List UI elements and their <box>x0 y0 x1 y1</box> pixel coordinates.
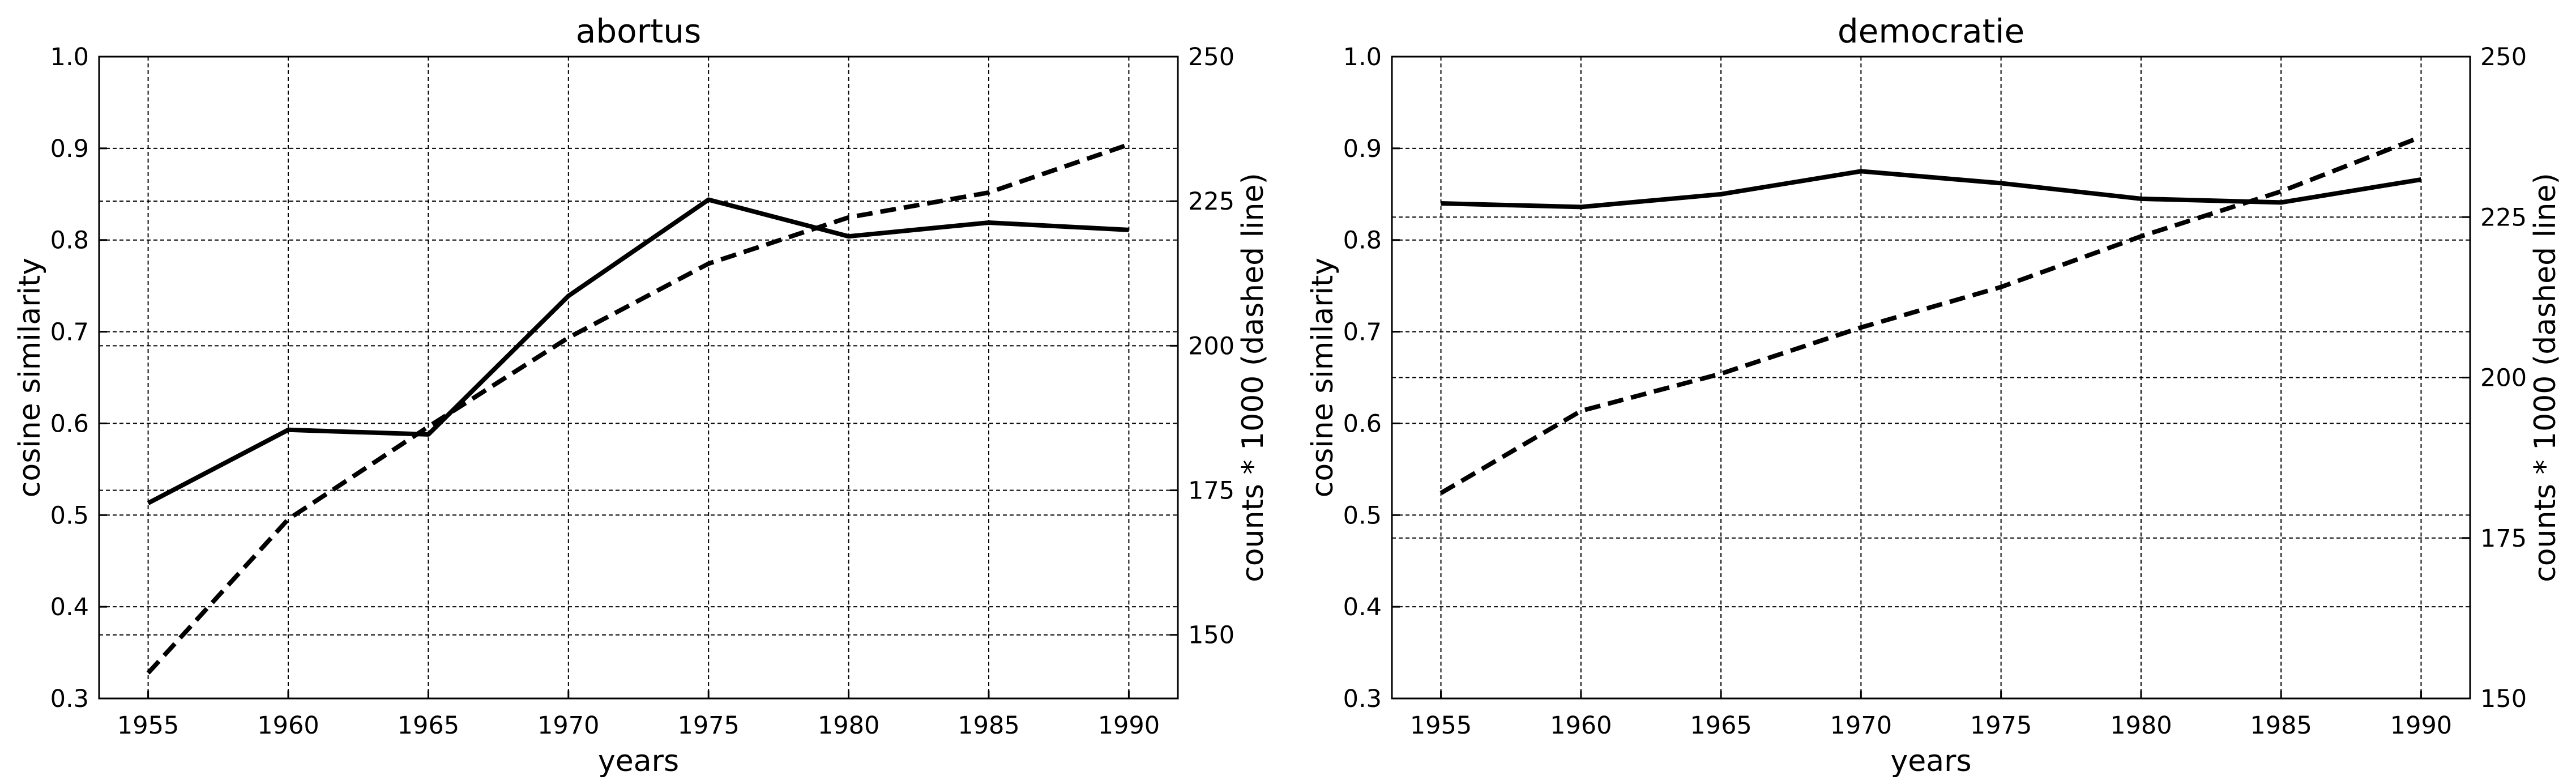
y-tick-label: 0.9 <box>50 135 89 163</box>
x-tick-label: 1980 <box>818 711 879 740</box>
y-tick-label: 1.0 <box>1343 43 1382 71</box>
y-tick-label: 0.3 <box>1343 685 1382 713</box>
y-tick-label: 0.8 <box>1343 227 1382 255</box>
x-tick-label: 1970 <box>537 711 599 740</box>
y2-tick-label: 225 <box>2480 203 2527 232</box>
y2-tick-label: 250 <box>1188 43 1234 71</box>
y-tick-label: 0.5 <box>1343 501 1382 530</box>
x-tick-label: 1955 <box>1410 711 1472 740</box>
y2-tick-label: 175 <box>1188 477 1234 505</box>
x-tick-label: 1955 <box>117 711 179 740</box>
y-tick-label: 0.5 <box>50 501 89 530</box>
plot-frame <box>98 56 1179 700</box>
x-tick-label: 1990 <box>1098 711 1160 740</box>
x-tick-label: 1985 <box>2250 711 2312 740</box>
x-tick-label: 1965 <box>1690 711 1751 740</box>
y-axis-label: cosine similarity <box>13 258 47 497</box>
y2-tick-label: 175 <box>2480 525 2527 553</box>
y2-tick-label: 250 <box>2480 43 2527 71</box>
y-tick-label: 0.7 <box>50 318 89 347</box>
y-tick-label: 0.6 <box>50 410 89 438</box>
x-tick-label: 1975 <box>677 711 739 740</box>
counts-line <box>1439 134 2422 495</box>
x-axis-label: years <box>598 744 679 778</box>
y-tick-label: 0.6 <box>1343 410 1382 438</box>
y-tick-label: 0.9 <box>1343 135 1382 163</box>
y-tick-label: 0.4 <box>50 593 89 621</box>
x-tick-label: 1975 <box>1970 711 2032 740</box>
x-axis-label: years <box>1890 744 1971 778</box>
x-tick-label: 1960 <box>257 711 319 740</box>
cosine-similarity-line <box>1441 169 2422 210</box>
y2-axis-label: counts * 1000 (dashed line) <box>1236 173 1270 582</box>
chart-panel-1: 1955 1960 1965 1970 1975 1980 1985 1990 0.3 0.4 0.… <box>13 12 1270 778</box>
x-tick-label: 1985 <box>958 711 1019 740</box>
counts-line <box>146 142 1130 675</box>
y-tick-label: 0.4 <box>1343 593 1382 621</box>
x-tick-label: 1990 <box>2390 711 2452 740</box>
y2-tick-label: 150 <box>2480 685 2527 713</box>
x-tick-label: 1980 <box>2110 711 2172 740</box>
y-tick-label: 0.8 <box>50 227 89 255</box>
x-tick-label: 1970 <box>1830 711 1892 740</box>
y2-tick-label: 200 <box>1188 332 1234 360</box>
y-axis-label: cosine similarity <box>1306 258 1340 497</box>
y2-tick-label: 150 <box>1188 621 1234 650</box>
y2-tick-label: 225 <box>1188 188 1234 216</box>
y-tick-label: 1.0 <box>50 43 89 71</box>
x-tick-label: 1960 <box>1550 711 1612 740</box>
chart-panel-2: 1955 1960 1965 1970 1975 1980 1985 1990 0.3 0.4 0.… <box>1306 12 2562 778</box>
y2-axis-label: counts * 1000 (dashed line) <box>2528 173 2562 582</box>
chart-title: abortus <box>576 12 701 50</box>
y-tick-label: 0.3 <box>50 685 89 713</box>
x-tick-label: 1965 <box>398 711 459 740</box>
cosine-similarity-line <box>147 197 1129 505</box>
chart-title: democratie <box>1838 12 2024 50</box>
y2-tick-label: 200 <box>2480 364 2527 393</box>
y-tick-label: 0.7 <box>1343 318 1382 347</box>
